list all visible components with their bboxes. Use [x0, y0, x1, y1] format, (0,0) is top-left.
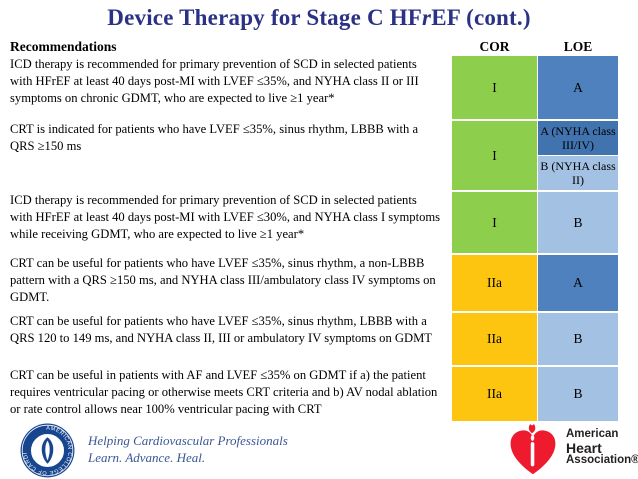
cor-cell: I — [452, 121, 537, 190]
acc-logo: AMERICAN COLLEGE OF CARDIOLOGY — [20, 423, 75, 478]
table-row: ICD therapy is recommended for primary p… — [10, 56, 618, 119]
loe-cell: B — [538, 192, 618, 253]
aha-line1: American — [566, 428, 619, 440]
recommendations-table: ICD therapy is recommended for primary p… — [10, 56, 618, 423]
recommendation-text: ICD therapy is recommended for primary p… — [10, 193, 441, 242]
recommendation-text: CRT is indicated for patients who have L… — [10, 122, 419, 154]
slide-title-post: EF (cont.) — [431, 5, 531, 30]
aha-line2: Heart — [566, 439, 602, 456]
aha-logo: American Heart Association® — [503, 422, 638, 478]
aha-wordmark: American Heart Association® — [566, 428, 638, 467]
aha-heart-icon — [510, 423, 556, 475]
loe-cell: B — [538, 313, 618, 365]
recommendation-text: CRT can be useful for patients who have … — [10, 256, 436, 305]
loe-cell: B — [538, 367, 618, 421]
cor-cell: IIa — [452, 367, 537, 421]
loe-cell: A — [538, 255, 618, 311]
loe-cell: A — [538, 56, 618, 119]
column-header-recommendations: Recommendations — [10, 39, 117, 54]
column-header-cor: COR — [479, 39, 510, 54]
slide-title-italic-r: r — [422, 5, 432, 30]
table-row: CRT can be useful for patients who have … — [10, 255, 618, 311]
column-header-loe: LOE — [563, 39, 593, 54]
recommendation-text: CRT can be useful in patients with AF an… — [10, 368, 438, 417]
table-row: CRT can be useful in patients with AF an… — [10, 367, 618, 421]
slide-title: Device Therapy for Stage C HFrEF (cont.) — [0, 5, 638, 31]
cor-cell: I — [452, 192, 537, 253]
acc-tagline-line2: Learn. Advance. Heal. — [88, 450, 206, 466]
acc-tagline: Helping Cardiovascular Professionals Lea… — [88, 432, 288, 466]
slide-title-pre: Device Therapy for Stage C HF — [107, 5, 423, 30]
cor-cell: IIa — [452, 313, 537, 365]
loe-cell-split: A (NYHA class III/IV) B (NYHA class II) — [538, 121, 618, 190]
table-row: ICD therapy is recommended for primary p… — [10, 192, 618, 253]
cor-cell: I — [452, 56, 537, 119]
recommendation-text: ICD therapy is recommended for primary p… — [10, 57, 419, 106]
recommendation-text: CRT can be useful for patients who have … — [10, 314, 432, 346]
loe-subcell-nyha-ii: B (NYHA class II) — [538, 156, 618, 190]
acc-tagline-line1: Helping Cardiovascular Professionals — [88, 433, 288, 448]
table-row: CRT is indicated for patients who have L… — [10, 121, 618, 190]
table-row: CRT can be useful for patients who have … — [10, 313, 618, 365]
loe-subcell-nyha-iii-iv: A (NYHA class III/IV) — [538, 121, 618, 155]
aha-line3: Association® — [566, 453, 638, 466]
cor-cell: IIa — [452, 255, 537, 311]
